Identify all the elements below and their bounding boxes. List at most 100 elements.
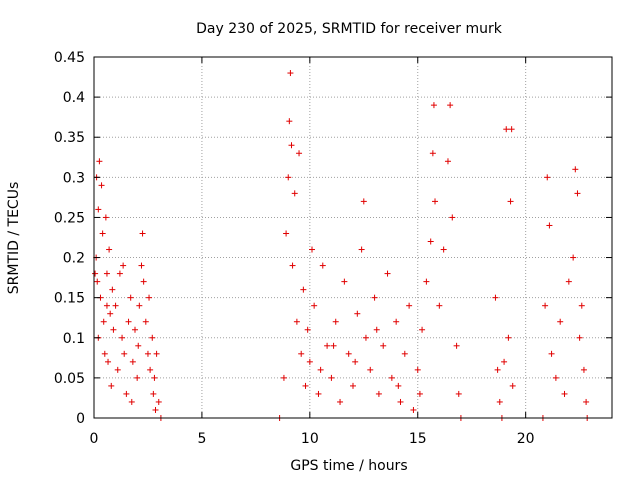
data-point bbox=[300, 286, 307, 293]
data-point bbox=[384, 270, 391, 277]
y-tick-label: 0.45 bbox=[54, 50, 85, 66]
data-point bbox=[455, 390, 462, 397]
data-point bbox=[561, 390, 568, 397]
data-point bbox=[103, 302, 110, 309]
data-point bbox=[341, 278, 348, 285]
data-point bbox=[101, 350, 108, 357]
data-point bbox=[289, 262, 296, 269]
data-point bbox=[395, 382, 402, 389]
data-point bbox=[358, 246, 365, 253]
data-point bbox=[401, 350, 408, 357]
data-point bbox=[144, 350, 151, 357]
data-point bbox=[337, 398, 344, 405]
data-point bbox=[319, 262, 326, 269]
data-point bbox=[496, 398, 503, 405]
data-point bbox=[324, 342, 331, 349]
data-point bbox=[102, 214, 109, 221]
data-point bbox=[138, 262, 145, 269]
data-point bbox=[135, 342, 142, 349]
data-point bbox=[371, 294, 378, 301]
data-point bbox=[100, 318, 107, 325]
data-point bbox=[429, 150, 436, 157]
data-point bbox=[147, 366, 154, 373]
data-point bbox=[350, 382, 356, 389]
data-point bbox=[565, 278, 572, 285]
data-point bbox=[583, 398, 590, 405]
y-tick-label: 0 bbox=[76, 411, 85, 427]
data-point bbox=[352, 358, 359, 365]
data-point bbox=[152, 406, 159, 413]
data-point bbox=[94, 278, 101, 285]
y-tick-label: 0.25 bbox=[54, 210, 85, 226]
data-point bbox=[548, 350, 555, 357]
data-point bbox=[151, 374, 158, 381]
data-point bbox=[153, 350, 160, 357]
data-point bbox=[332, 318, 339, 325]
data-point bbox=[286, 118, 293, 125]
x-tick-label: 5 bbox=[197, 431, 206, 447]
data-point bbox=[106, 246, 113, 253]
data-point bbox=[98, 182, 105, 189]
data-point bbox=[432, 198, 439, 205]
data-point bbox=[134, 374, 141, 381]
y-tick-label: 0.2 bbox=[63, 251, 85, 267]
data-point bbox=[280, 374, 287, 381]
data-point bbox=[546, 222, 553, 229]
data-point bbox=[302, 382, 309, 389]
data-point bbox=[494, 366, 501, 373]
y-tick-label: 0.05 bbox=[54, 371, 85, 387]
data-point bbox=[423, 278, 430, 285]
data-point bbox=[373, 326, 380, 333]
data-point bbox=[453, 342, 460, 349]
y-tick-label: 0.3 bbox=[63, 170, 85, 186]
data-point bbox=[127, 294, 134, 301]
data-point bbox=[492, 294, 499, 301]
data-point bbox=[427, 238, 434, 245]
data-point bbox=[129, 358, 136, 365]
data-point bbox=[128, 398, 135, 405]
data-point bbox=[393, 318, 400, 325]
y-tick-label: 0.35 bbox=[54, 130, 85, 146]
data-point bbox=[114, 366, 121, 373]
data-point bbox=[306, 358, 313, 365]
data-point bbox=[576, 334, 583, 341]
data-point bbox=[388, 374, 395, 381]
data-point bbox=[447, 102, 454, 109]
data-point bbox=[99, 230, 106, 237]
data-point bbox=[380, 342, 387, 349]
data-point bbox=[544, 174, 551, 181]
data-point bbox=[414, 366, 421, 373]
chart-title: Day 230 of 2025, SRMTID for receiver mur… bbox=[196, 21, 503, 37]
x-tick-label: 0 bbox=[90, 431, 99, 447]
data-point bbox=[283, 230, 290, 237]
data-point bbox=[308, 246, 315, 253]
data-point bbox=[503, 126, 510, 133]
data-point bbox=[449, 214, 456, 221]
data-point bbox=[112, 302, 119, 309]
data-point bbox=[542, 302, 549, 309]
data-point bbox=[293, 318, 300, 325]
x-tick-label: 20 bbox=[517, 431, 535, 447]
data-point bbox=[375, 390, 382, 397]
data-point bbox=[410, 406, 417, 413]
data-point bbox=[291, 190, 298, 197]
data-point bbox=[570, 254, 577, 261]
data-point bbox=[121, 350, 128, 357]
y-axis-label: SRMTID / TECUs bbox=[6, 182, 22, 295]
data-point bbox=[120, 262, 127, 269]
x-axis-label: GPS time / hours bbox=[290, 458, 407, 474]
plot-frame bbox=[93, 56, 613, 419]
data-point bbox=[155, 398, 162, 405]
data-point bbox=[505, 334, 512, 341]
data-point bbox=[578, 302, 585, 309]
data-point bbox=[444, 158, 451, 165]
data-point bbox=[109, 286, 116, 293]
data-point bbox=[317, 366, 324, 373]
data-point bbox=[311, 302, 318, 309]
x-tick-label: 10 bbox=[301, 431, 319, 447]
y-tick-label: 0.15 bbox=[54, 291, 85, 307]
data-point bbox=[149, 334, 156, 341]
data-point bbox=[107, 310, 114, 317]
